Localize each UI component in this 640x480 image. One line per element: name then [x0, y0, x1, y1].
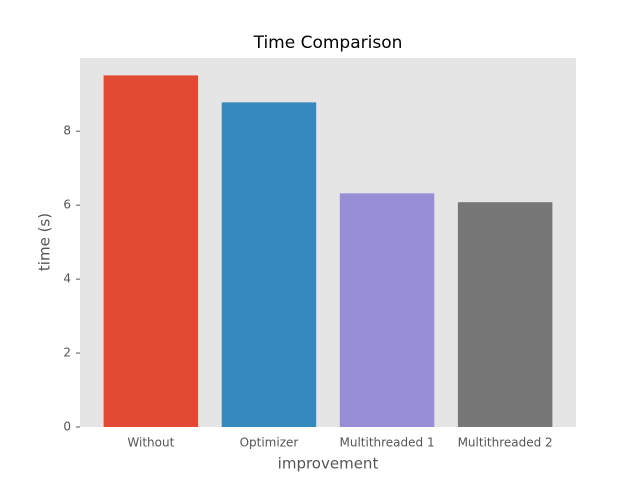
bar [457, 202, 553, 427]
y-tick-label: 6 [63, 198, 71, 212]
y-axis-label: time (s) [36, 213, 54, 271]
y-tick-label: 4 [63, 272, 71, 286]
y-tick-label: 0 [63, 420, 71, 434]
bar [103, 75, 199, 428]
x-tick-label: Optimizer [240, 436, 299, 450]
x-tick-label: Without [127, 436, 174, 450]
bar [339, 193, 435, 427]
x-tick-label: Multithreaded 1 [339, 436, 434, 450]
y-tick-label: 8 [63, 124, 71, 138]
y-tick-label: 2 [63, 346, 71, 360]
x-axis-label: improvement [278, 455, 379, 473]
x-tick-label: Multithreaded 2 [458, 436, 553, 450]
bar [221, 102, 317, 427]
chart-title: Time Comparison [253, 33, 403, 53]
